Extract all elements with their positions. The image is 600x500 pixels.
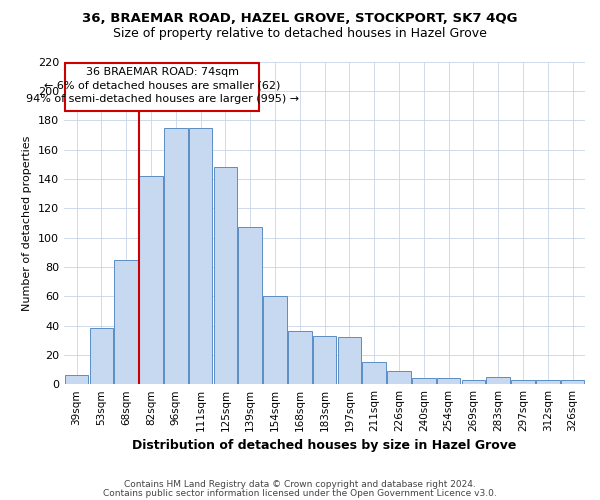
Bar (115, 260, 138, 384)
Bar (89, 328, 113, 384)
Bar (561, 380, 584, 384)
Bar (511, 380, 535, 384)
Bar (487, 377, 510, 384)
FancyBboxPatch shape (65, 63, 259, 112)
X-axis label: Distribution of detached houses by size in Hazel Grove: Distribution of detached houses by size … (133, 440, 517, 452)
Bar (362, 362, 386, 384)
Bar (189, 128, 212, 384)
Bar (65, 376, 88, 384)
Text: 94% of semi-detached houses are larger (995) →: 94% of semi-detached houses are larger (… (26, 94, 299, 104)
Bar (214, 167, 237, 384)
Bar (412, 378, 436, 384)
Bar (238, 227, 262, 384)
Bar (437, 378, 460, 384)
Text: Contains HM Land Registry data © Crown copyright and database right 2024.: Contains HM Land Registry data © Crown c… (124, 480, 476, 489)
Bar (536, 380, 560, 384)
Bar (288, 332, 311, 384)
Y-axis label: Number of detached properties: Number of detached properties (22, 135, 32, 310)
Text: ← 6% of detached houses are smaller (62): ← 6% of detached houses are smaller (62) (44, 80, 280, 90)
Text: Contains public sector information licensed under the Open Government Licence v3: Contains public sector information licen… (103, 489, 497, 498)
Bar (263, 296, 287, 384)
Text: Size of property relative to detached houses in Hazel Grove: Size of property relative to detached ho… (113, 28, 487, 40)
Text: 36, BRAEMAR ROAD, HAZEL GROVE, STOCKPORT, SK7 4QG: 36, BRAEMAR ROAD, HAZEL GROVE, STOCKPORT… (82, 12, 518, 26)
Bar (139, 176, 163, 384)
Bar (387, 371, 411, 384)
Text: 36 BRAEMAR ROAD: 74sqm: 36 BRAEMAR ROAD: 74sqm (86, 68, 239, 78)
Bar (313, 336, 337, 384)
Bar (338, 337, 361, 384)
Bar (461, 380, 485, 384)
Bar (164, 128, 188, 384)
